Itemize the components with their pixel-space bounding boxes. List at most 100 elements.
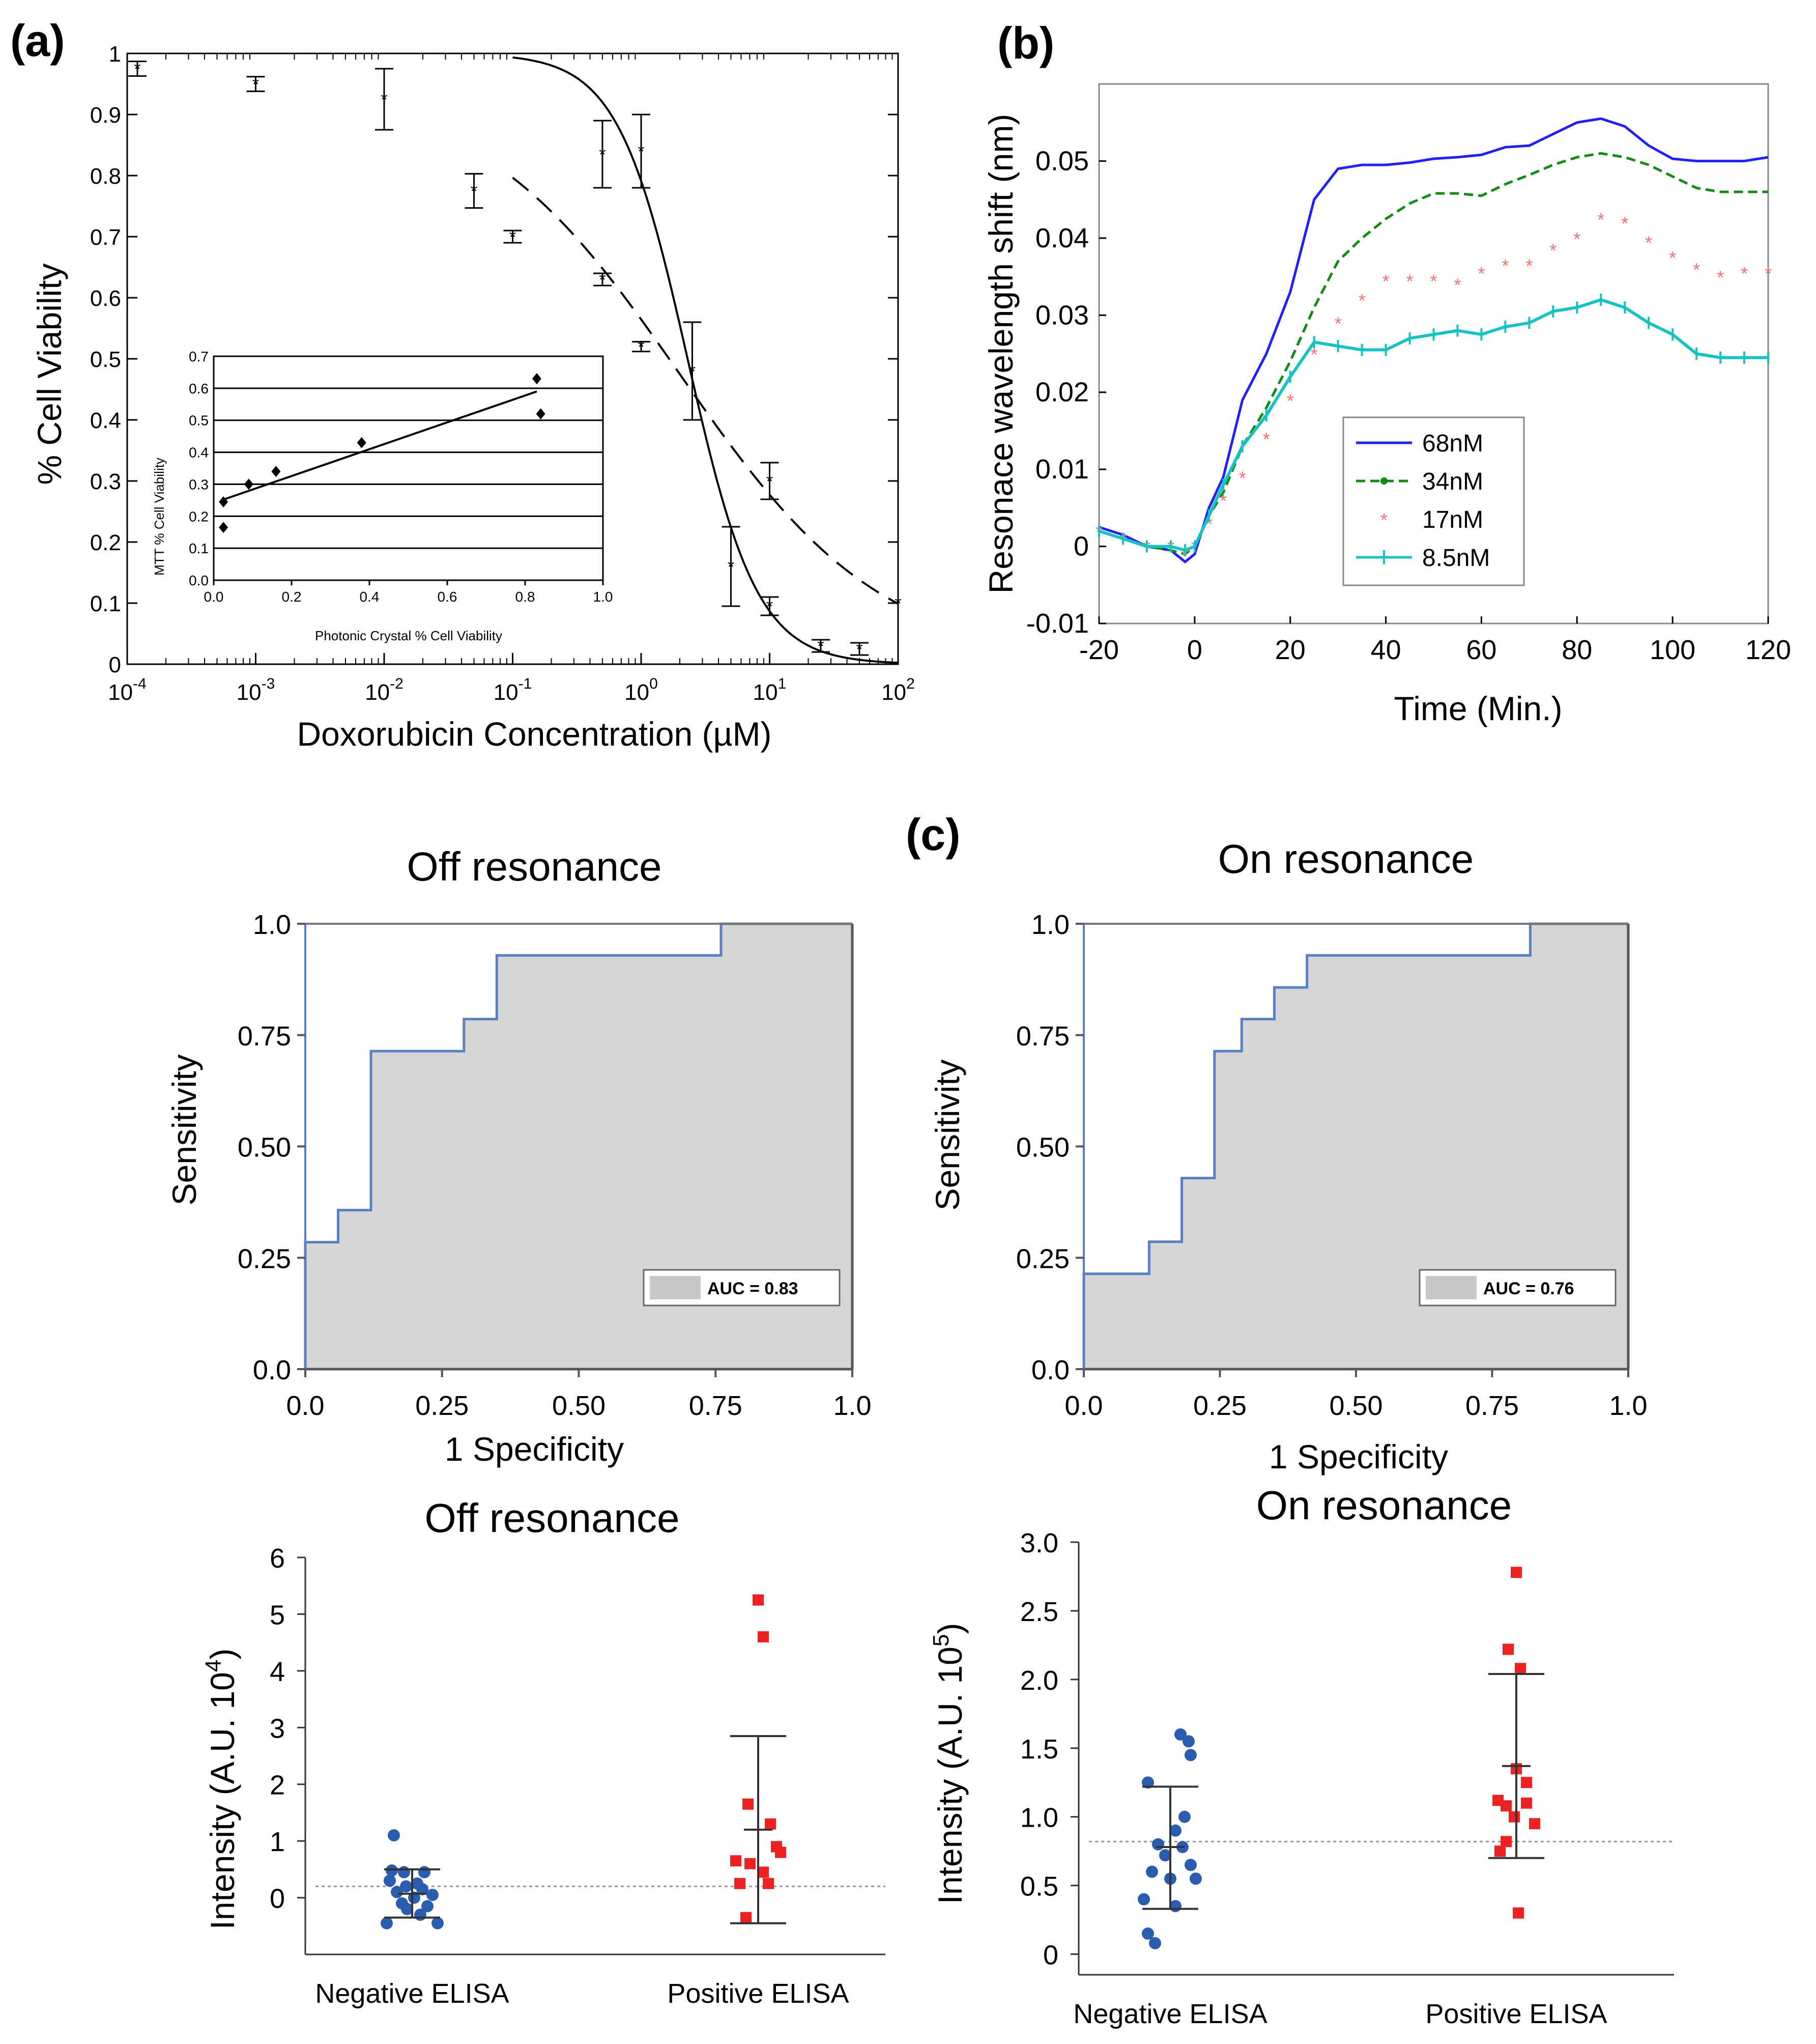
c-dot-off-negative-point: [381, 1917, 393, 1929]
b-plot-area: -20 0 20 40 60 80 100 120 -0.01 0 0.01 0.02 0.03 0.04…: [1026, 83, 1791, 665]
a-fit-curve-dashed: [512, 177, 899, 605]
b-series-17nm-point: *: [1669, 248, 1676, 269]
c-roc-on-auc-legend-swatch: [1426, 1276, 1477, 1299]
c-dot-off-y-tick-label: 1: [270, 1827, 285, 1857]
a-data-point: *: [766, 472, 773, 491]
c-roc-off-title: Off resonance: [407, 844, 661, 889]
b-series-17nm-point: *: [1525, 256, 1533, 276]
b-legend-swatch: *: [1380, 509, 1388, 530]
a-inset-data-point: [219, 496, 228, 507]
c-roc-on-plot-area: 0.0 0.25 0.50 0.75 1.0 0.0 0.25 0.50 0.75 1.0 AUC …: [1016, 910, 1648, 1421]
a-inset-frame: [213, 355, 604, 581]
b-series-17nm-point: *: [1430, 271, 1437, 292]
c-roc-off-y-tick-label: 0.75: [238, 1021, 291, 1052]
c-dot-on-plot-area: 0 0.5 1.0 1.5 2.0 2.5 3.0 Negative ELISA Positiv…: [1020, 1528, 1674, 2029]
b-series-17nm-point: *: [1693, 259, 1700, 280]
c-dot-on-title: On resonance: [1256, 1483, 1512, 1528]
c-dot-on-negative-point: [1183, 1735, 1195, 1748]
b-y-tick-label: -0.01: [1026, 608, 1089, 639]
c-dot-off-positive-point: [730, 1855, 741, 1867]
c-dot-off-positive-point: [758, 1866, 769, 1878]
a-y-tick-label: 0.4: [90, 408, 121, 433]
b-series-17nm-point: *: [1597, 209, 1604, 230]
a-inset-data-point: [271, 466, 281, 477]
a-y-tick-label: 0: [109, 652, 121, 677]
b-series-17nm-point: *: [1239, 467, 1246, 488]
a-y-tick-label: 0.2: [90, 530, 121, 555]
a-inset-chart: 0.0 0.1 0.2 0.3 0.4 0.5 0.6 0.7 0.0 0.2 0.4 0.6 0.8 1…: [183, 346, 618, 646]
b-series-17nm-point: *: [1220, 491, 1227, 512]
a-y-tick-label: 0.9: [90, 103, 121, 128]
c-dot-on-y-tick-label: 1.5: [1020, 1734, 1058, 1765]
c-dot-on-positive-point: [1513, 1907, 1524, 1919]
b-x-tick-label: 60: [1466, 635, 1496, 665]
b-series-17nm-point: *: [1573, 229, 1580, 249]
a-inset-data-point: [536, 408, 545, 420]
a-y-tick-label: 0.3: [90, 469, 121, 494]
a-fit-curve-solid: [512, 56, 899, 664]
c-dot-on-negative-point: [1169, 1824, 1181, 1837]
c-dot-on-negative-point: [1142, 1927, 1154, 1940]
c-dot-on-negative-point: [1146, 1865, 1158, 1878]
c-roc-on-x-tick-label: 0.75: [1465, 1390, 1519, 1421]
c-dot-off-negative-point: [421, 1900, 434, 1913]
a-x-tick-label: 101: [753, 675, 787, 705]
c-roc-off-roc-curve: [304, 922, 852, 1369]
a-inset-y-tick-label: 0.6: [189, 381, 209, 396]
b-y-tick-label: 0.05: [1035, 146, 1089, 176]
c-dot-on-positive-point: [1501, 1836, 1512, 1848]
a-inset-data-point: [357, 437, 366, 448]
a-data-point: *: [689, 362, 696, 381]
b-x-tick-label: 40: [1371, 635, 1401, 665]
a-inset-x-tick-label: 1.0: [593, 589, 613, 605]
c-roc-on-y-tick-label: 0.0: [1031, 1355, 1070, 1385]
c-dot-off-negative-point: [401, 1903, 413, 1915]
c-roc-on-y-tick-label: 1.0: [1031, 910, 1070, 940]
c-dot-off-y-tick-label: 0: [270, 1884, 285, 1914]
b-series-17nm-point: *: [1741, 263, 1748, 284]
c-roc-off-x-label: 1 Specificity: [445, 1430, 624, 1468]
a-inset-y-tick-label: 0.3: [189, 476, 209, 492]
c-roc-on-auc-area: [1084, 924, 1628, 1369]
b-legend: 68nM 34nM * 17nM 8.5nM: [1342, 416, 1525, 586]
c-roc-on-x-tick-label: 0.50: [1329, 1390, 1382, 1421]
a-inset-y-tick-label: 0.2: [189, 508, 209, 524]
c-dot-on-negative-point: [1178, 1810, 1191, 1823]
c-dot-on-negative-point: [1159, 1849, 1171, 1862]
c-roc-on-y-label: Sensitivity: [929, 1059, 966, 1210]
c-dot-on-negative-point: [1190, 1872, 1202, 1885]
c-roc-off-y-tick-label: 0.50: [238, 1132, 291, 1163]
c-dot-on-positive-point: [1501, 1800, 1512, 1812]
a-x-tick-label: 102: [881, 675, 915, 705]
a-data-point: *: [599, 145, 606, 164]
c-dot-off-negative-point: [400, 1880, 412, 1893]
a-data-point: *: [134, 60, 140, 79]
b-legend-marker: [1380, 477, 1388, 485]
b-series-68nm-line: [1099, 117, 1769, 564]
c-roc-on-x-tick-label: 0.25: [1193, 1390, 1247, 1421]
c-dot-off-negative-point: [398, 1866, 410, 1879]
a-inset-x-tick-label: 0.4: [360, 589, 380, 605]
a-inset-background: [183, 346, 618, 646]
b-x-tick-label: -20: [1079, 635, 1119, 665]
b-y-tick-label: 0.04: [1035, 223, 1089, 253]
c-dot-on-positive-point: [1521, 1777, 1532, 1788]
c-dot-off-y-tick-label: 5: [270, 1600, 285, 1630]
b-series-17nm-point: *: [1406, 271, 1414, 292]
b-legend-label: 68nM: [1422, 430, 1483, 457]
c-dot-off-positive-point: [744, 1858, 756, 1869]
a-y-tick-label: 0.7: [90, 225, 121, 250]
b-series-17nm-point: *: [1263, 429, 1270, 450]
c-dot-on-y-label: Intensity (A.U. 105): [929, 1623, 969, 1905]
a-x-tick-label: 10-3: [237, 675, 275, 705]
b-legend-label: 17nM: [1422, 506, 1483, 533]
a-x-tick-label: 10-4: [108, 675, 147, 705]
c-roc-on-x-label: 1 Specificity: [1269, 1438, 1448, 1475]
c-dot-off-resonance: Off resonance 0 1 2 3 4 5 6 Negative ELISA Posit…: [201, 1495, 885, 2009]
c-dot-off-negative-point: [384, 1875, 396, 1887]
a-data-point: *: [728, 557, 734, 577]
c-dot-on-negative-point: [1138, 1893, 1150, 1906]
panel-label-c: (c): [906, 809, 961, 860]
c-dot-on-y-tick-label: 0: [1043, 1940, 1058, 1971]
c-dot-off-negative-point: [388, 1829, 400, 1841]
